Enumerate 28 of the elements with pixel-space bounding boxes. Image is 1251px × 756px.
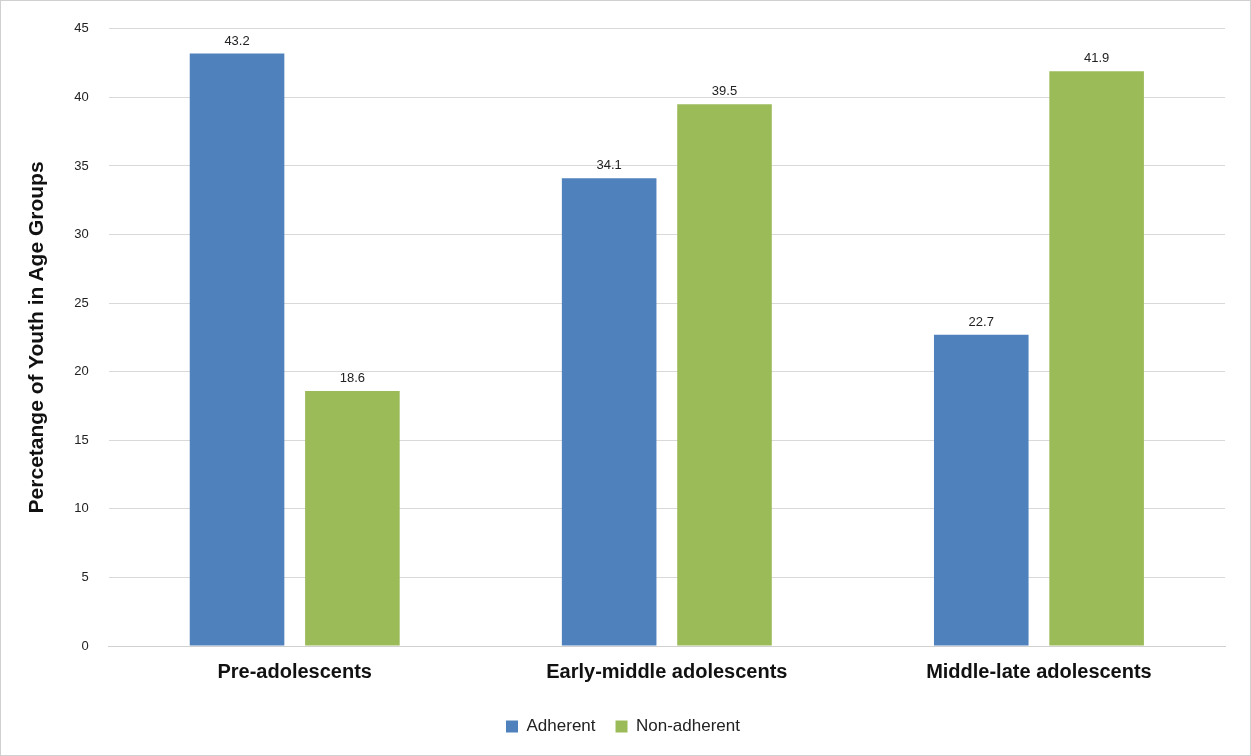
y-tick-label: 30: [74, 226, 89, 242]
y-tick-label: 15: [74, 431, 89, 447]
legend-label: Adherent: [526, 716, 596, 736]
bar: [1049, 71, 1144, 646]
data-label: 34.1: [596, 157, 622, 173]
bar: [677, 104, 772, 646]
y-tick-label: 10: [74, 500, 89, 516]
data-label: 39.5: [711, 83, 738, 99]
data-label: 22.7: [968, 313, 994, 329]
bar: [189, 53, 285, 646]
data-label: 18.6: [339, 369, 366, 385]
bar: [933, 334, 1029, 646]
y-axis-title: Percetange of Youth in Age Groups: [24, 161, 48, 514]
bar: [305, 390, 400, 646]
y-tick-label: 0: [81, 637, 89, 653]
bar: [561, 178, 657, 646]
y-tick-label: 40: [74, 88, 89, 104]
x-tick-label: Early-middle adolescents: [546, 659, 788, 682]
y-tick-label: 25: [74, 294, 89, 310]
y-tick-label: 45: [74, 20, 89, 36]
y-tick-label: 35: [74, 157, 89, 173]
legend-label: Non-adherent: [636, 716, 741, 736]
x-tick-label: Middle-late adolescents: [926, 659, 1152, 682]
y-tick-label: 20: [74, 363, 89, 379]
data-label: 41.9: [1083, 50, 1110, 66]
data-label: 43.2: [224, 32, 250, 48]
x-tick-label: Pre-adolescents: [217, 659, 372, 682]
y-tick-label: 5: [81, 569, 89, 584]
